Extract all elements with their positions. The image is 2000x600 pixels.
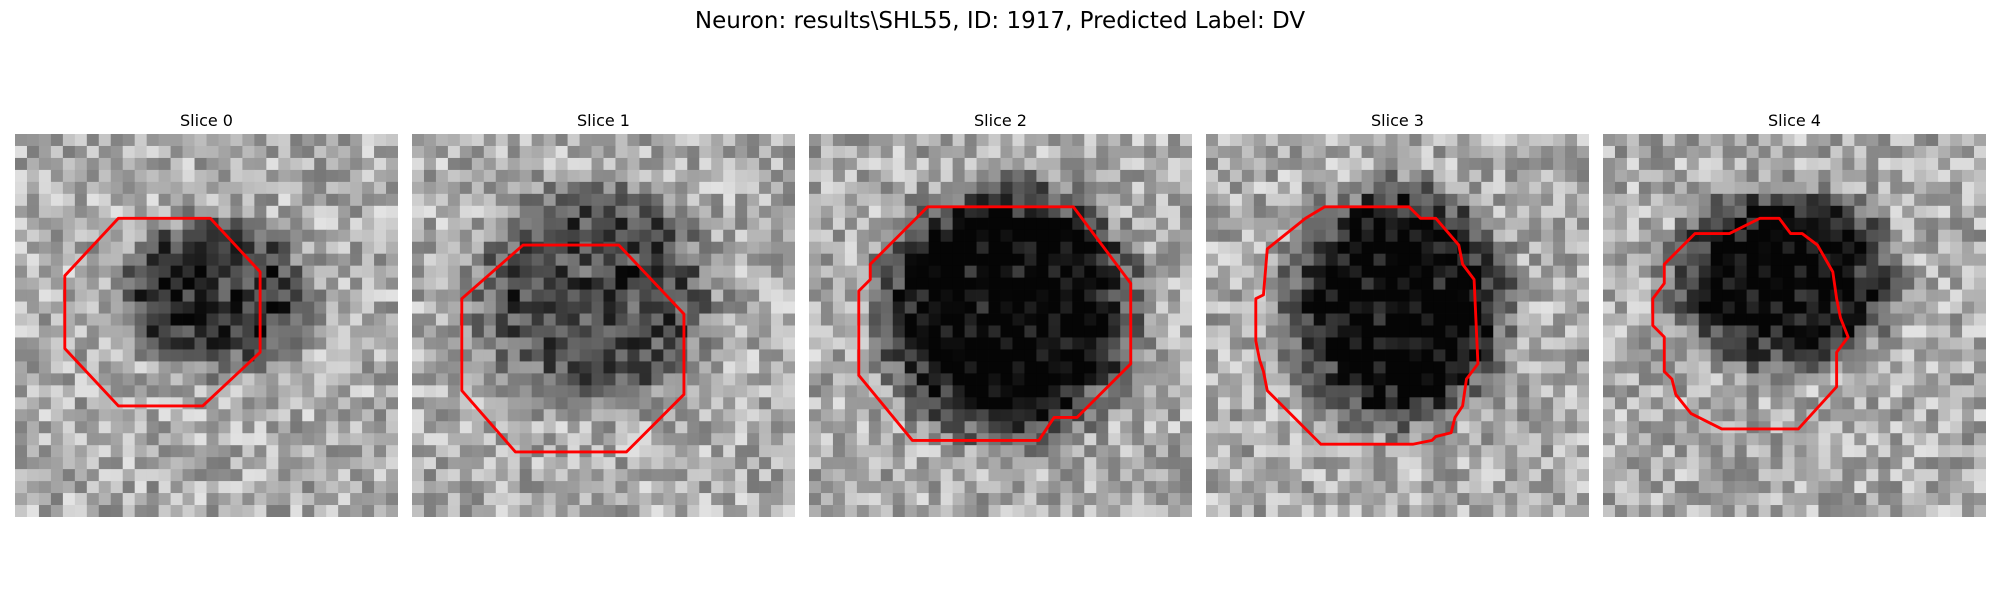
slice-panel-0: Slice 0 xyxy=(15,110,398,517)
roi-contour xyxy=(1651,216,1850,431)
slice-title: Slice 0 xyxy=(180,111,233,130)
slice-image xyxy=(412,134,795,517)
slice-title: Slice 3 xyxy=(1371,111,1424,130)
slice-title: Slice 1 xyxy=(577,111,630,130)
roi-contour xyxy=(460,243,686,454)
pixel-grid xyxy=(1603,134,1986,517)
slice-title: Slice 2 xyxy=(974,111,1027,130)
pixel-grid xyxy=(412,134,795,517)
slice-title: Slice 4 xyxy=(1768,111,1821,130)
slice-panel-2: Slice 2 xyxy=(809,110,1192,517)
figure-title: Neuron: results\SHL55, ID: 1917, Predict… xyxy=(694,8,1306,34)
pixel-grid xyxy=(15,134,398,517)
slice-image xyxy=(1603,134,1986,517)
roi-contour xyxy=(63,216,262,408)
slice-image xyxy=(1206,134,1589,517)
roi-contour xyxy=(857,205,1133,442)
pixel-grid xyxy=(809,134,1192,517)
slice-image xyxy=(809,134,1192,517)
slice-panel-4: Slice 4 xyxy=(1603,110,1986,517)
roi-contour xyxy=(1254,205,1480,446)
slice-panel-1: Slice 1 xyxy=(412,110,795,517)
slice-image xyxy=(15,134,398,517)
slice-panel-3: Slice 3 xyxy=(1206,110,1589,517)
pixel-grid xyxy=(1206,134,1589,517)
